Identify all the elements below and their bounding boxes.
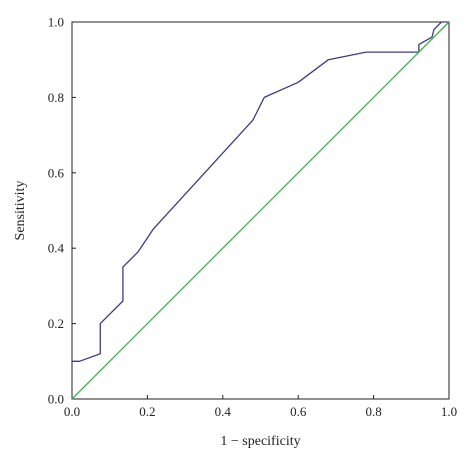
reference-diagonal-line	[71, 21, 450, 400]
series-layer	[71, 21, 450, 400]
y-tick-label: 0.8	[48, 90, 64, 105]
x-tick-label: 0.2	[139, 404, 155, 419]
y-axis-title: Sensitivity	[13, 181, 28, 241]
x-tick-label: 0.6	[290, 404, 307, 419]
y-tick-labels: 0.0 0.2 0.4 0.6 0.8 1.0	[48, 15, 65, 407]
y-tick-label: 1.0	[48, 15, 64, 30]
x-tick-label: 1.0	[441, 404, 457, 419]
roc-curve-line	[72, 21, 449, 362]
y-tick-label: 0.0	[48, 392, 64, 407]
x-axis-title: 1 − specificity	[220, 434, 300, 449]
x-tick-label: 0.0	[64, 404, 80, 419]
x-tick-label: 0.4	[215, 404, 232, 419]
tick-marks	[71, 21, 450, 400]
y-tick-label: 0.4	[48, 241, 65, 256]
plot-frame	[71, 21, 450, 400]
x-tick-label: 0.8	[365, 404, 381, 419]
x-tick-labels: 0.0 0.2 0.4 0.6 0.8 1.0	[64, 404, 457, 419]
y-tick-label: 0.2	[48, 316, 64, 331]
y-tick-label: 0.6	[48, 165, 65, 180]
